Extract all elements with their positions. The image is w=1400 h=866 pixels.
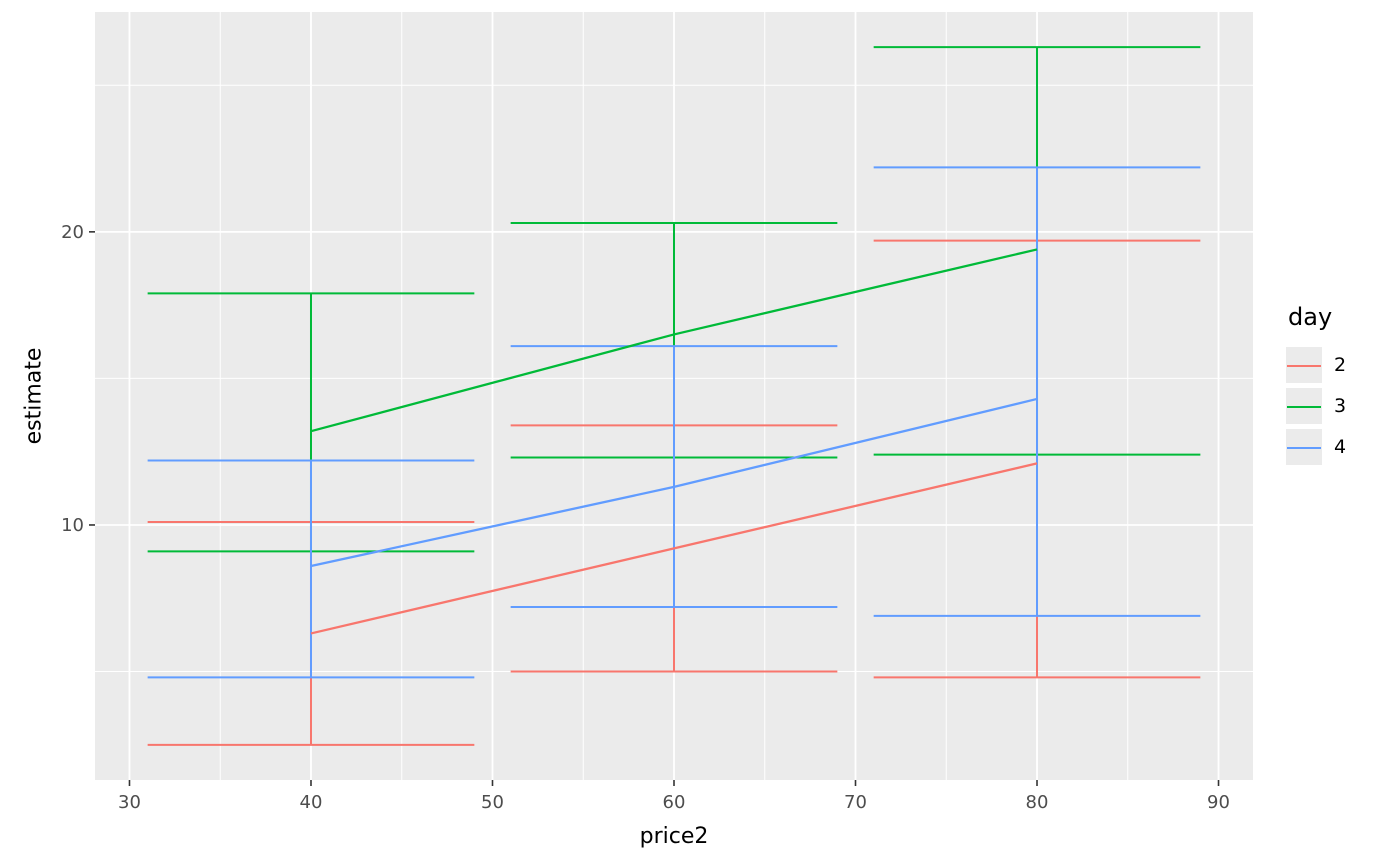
- x-tick-label: 60: [663, 792, 686, 813]
- legend-key-swatch: [1286, 347, 1322, 383]
- legend-entry-label: 4: [1334, 436, 1347, 458]
- errorbar-day-4: [873, 166, 1201, 617]
- x-tick-label: 30: [118, 792, 141, 813]
- x-tick-label: 90: [1207, 792, 1230, 813]
- legend-key-swatch: [1286, 429, 1322, 465]
- legend: day 2 3 4: [1286, 303, 1346, 470]
- trend-line-day-4: [310, 397, 1038, 568]
- legend-key-line-icon: [1287, 447, 1321, 449]
- x-tick-label: 40: [300, 792, 323, 813]
- y-tick-label: 10: [61, 515, 84, 536]
- trend-line-day-2: [310, 462, 1038, 635]
- legend-entry-day-3: 3: [1286, 388, 1346, 424]
- errorbar-day-4: [510, 345, 838, 609]
- legend-key-swatch: [1286, 388, 1322, 424]
- x-tick-label: 70: [844, 792, 867, 813]
- y-tick-label: 20: [61, 222, 84, 243]
- x-axis-title: price2: [639, 824, 709, 849]
- x-tick-label: 50: [481, 792, 504, 813]
- trend-line-day-3: [310, 248, 1038, 433]
- errorbar-day-4: [147, 459, 475, 679]
- legend-title: day: [1288, 303, 1333, 331]
- legend-entry-day-4: 4: [1286, 429, 1346, 465]
- y-axis-title: estimate: [21, 347, 47, 445]
- legend-entry-day-2: 2: [1286, 347, 1346, 383]
- legend-entry-label: 3: [1334, 395, 1347, 417]
- x-tick-label: 80: [1026, 792, 1049, 813]
- legend-entries: 2 3 4: [1286, 347, 1346, 465]
- legend-key-line-icon: [1287, 406, 1321, 408]
- legend-key-line-icon: [1287, 365, 1321, 367]
- legend-entry-label: 2: [1334, 354, 1347, 376]
